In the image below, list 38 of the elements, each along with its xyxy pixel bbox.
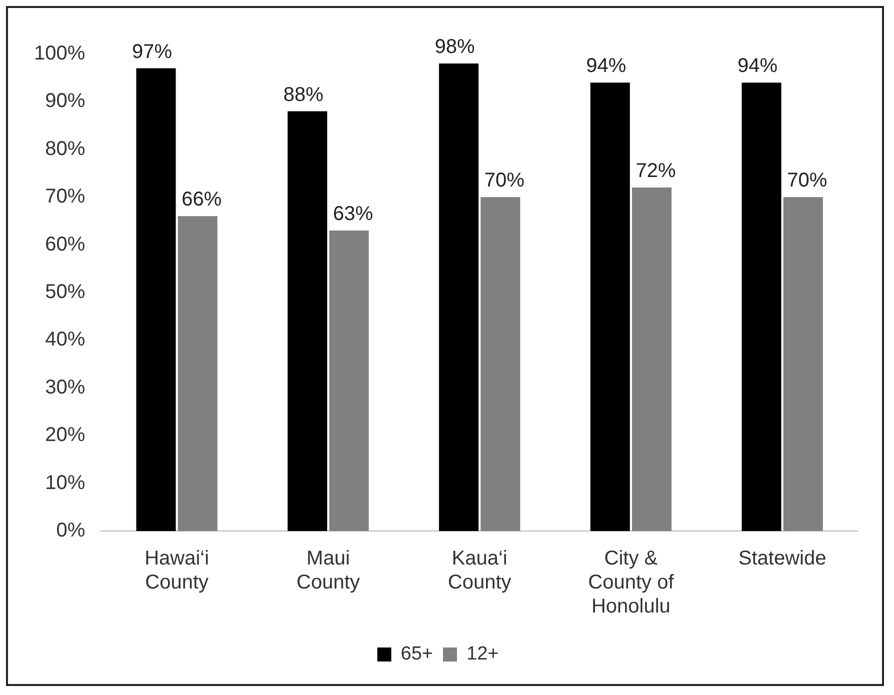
data-label: 66% [182,188,222,211]
data-label: 94% [737,55,778,78]
bar [136,68,176,531]
y-tick-label: 20% [45,424,86,446]
y-tick-label: 50% [45,281,86,304]
x-tick-label: Kaua‘i County [448,548,512,594]
x-tick-label: Hawai‘i County [144,548,210,594]
y-tick-label: 80% [45,138,86,160]
data-label: 70% [484,170,525,192]
x-tick-label: City & County of Honolulu [588,548,674,618]
y-tick-label: 40% [45,328,86,351]
x-tick-label: Maui County [296,548,360,594]
y-tick-label: 30% [45,376,86,398]
x-tick-label: Statewide [738,548,826,570]
legend-label: 65+ [400,644,434,665]
y-tick-label: 0% [56,520,86,542]
bar [178,216,218,531]
bar [742,82,782,531]
bar [329,230,369,531]
data-label: 94% [586,55,626,78]
bar [783,197,823,531]
bar [590,82,630,531]
data-label: 72% [636,160,676,182]
bar [288,111,328,531]
data-label: 98% [434,36,475,58]
legend-label: 12+ [466,644,499,665]
y-tick-label: 100% [34,42,86,65]
data-label: 70% [787,170,828,192]
y-tick-label: 70% [45,186,86,208]
bar [438,64,479,531]
bar [632,188,672,531]
y-tick-label: 90% [45,90,86,112]
y-tick-label: 60% [45,233,86,256]
y-tick-label: 10% [45,472,86,494]
data-label: 63% [333,203,374,226]
bar [480,197,520,531]
data-label: 97% [132,40,172,63]
data-label: 88% [283,84,324,106]
